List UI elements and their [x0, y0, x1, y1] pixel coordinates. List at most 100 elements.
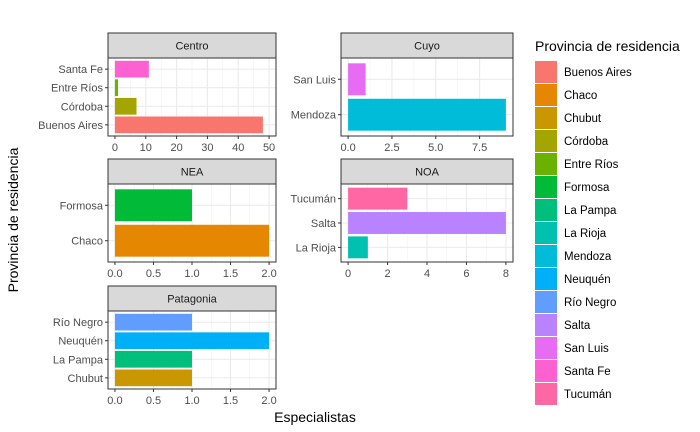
x-tick-label: 20 — [170, 142, 182, 154]
bar-tucuman — [348, 187, 408, 210]
legend-label: San Luis — [564, 343, 609, 355]
legend: Provincia de residencia Buenos Aires Chac… — [535, 38, 680, 405]
bar-santa-fe — [114, 60, 149, 78]
bar-buenos-aires — [114, 116, 263, 134]
y-tick-label: La Pampa — [53, 354, 104, 366]
bar-la-rioja — [348, 236, 368, 259]
legend-item-santa-fe: Santa Fe — [535, 360, 611, 382]
facet-strip — [107, 285, 277, 312]
facet-strip-label: Cuyo — [414, 41, 440, 53]
y-axis-title: Provincia de residencia — [5, 147, 21, 292]
legend-key — [535, 153, 557, 175]
legend-label: Entre Ríos — [564, 159, 619, 171]
legend-item-san-luis: San Luis — [535, 337, 609, 359]
y-tick-label: Formosa — [60, 200, 104, 212]
x-tick-label: 6 — [463, 268, 469, 280]
x-tick-label: 30 — [201, 142, 213, 154]
legend-label: Chubut — [564, 113, 602, 125]
x-tick-label: 7.5 — [472, 142, 487, 154]
legend-key — [535, 61, 557, 83]
y-tick-label: Chubut — [68, 373, 103, 385]
facet-nea: NEA Chaco Formosa 0.0 0.5 1.0 1.5 2.0 — [60, 158, 277, 280]
legend-label: Chaco — [564, 90, 597, 102]
legend-key — [535, 291, 557, 313]
legend-key — [535, 199, 557, 221]
legend-key — [535, 176, 557, 198]
legend-item-tucuman: Tucumán — [535, 383, 612, 405]
bar-san-luis — [348, 63, 366, 96]
y-tick-label: Córdoba — [61, 101, 104, 113]
x-tick-label: 4 — [424, 268, 430, 280]
legend-key — [535, 383, 557, 405]
bar-entre-rios — [114, 79, 119, 97]
legend-key — [535, 245, 557, 267]
x-tick-label: 8 — [503, 268, 509, 280]
legend-item-entre-rios: Entre Ríos — [535, 153, 619, 175]
bar-formosa — [114, 189, 192, 222]
facet-strip-label: Centro — [175, 41, 208, 53]
legend-item-chubut: Chubut — [535, 107, 602, 129]
legend-item-la-pampa: La Pampa — [535, 199, 617, 221]
bar-mendoza — [348, 98, 506, 131]
facet-strip — [107, 32, 277, 59]
y-tick-label: Chaco — [71, 236, 103, 248]
legend-title: Provincia de residencia — [535, 38, 680, 54]
legend-label: La Rioja — [564, 228, 607, 240]
bar-chaco — [114, 224, 270, 257]
y-tick-label: La Rioja — [296, 242, 337, 254]
x-tick-label: 0.5 — [146, 268, 161, 280]
x-tick-label: 1.5 — [223, 268, 238, 280]
x-tick-label: 0.0 — [107, 268, 122, 280]
x-tick-label: 40 — [232, 142, 244, 154]
y-tick-label: Mendoza — [291, 110, 337, 122]
y-tick-label: Neuquén — [58, 336, 103, 348]
y-tick-label: Buenos Aires — [38, 120, 103, 132]
legend-label: Santa Fe — [564, 366, 611, 378]
legend-item-mendoza: Mendoza — [535, 245, 612, 267]
legend-key — [535, 268, 557, 290]
x-tick-label: 0.0 — [340, 142, 355, 154]
y-tick-label: San Luis — [293, 74, 336, 86]
x-tick-label: 1.5 — [223, 395, 238, 407]
x-tick-label: 2.0 — [261, 268, 276, 280]
bar-chubut — [114, 369, 192, 387]
x-axis-title: Especialistas — [274, 409, 356, 425]
x-tick-label: 1.0 — [184, 268, 199, 280]
legend-key — [535, 84, 557, 106]
legend-item-chaco: Chaco — [535, 84, 597, 106]
facet-patagonia: Patagonia Chubut La Pampa Neuquén Río Negro 0… — [53, 285, 277, 407]
y-tick-label: Río Negro — [53, 317, 103, 329]
facet-noa: NOA La Rioja Salta Tucumán 0 2 4 6 8 — [291, 158, 514, 280]
panel-border — [340, 57, 514, 137]
bar-la-pampa — [114, 350, 192, 368]
legend-label: La Pampa — [564, 205, 617, 217]
bar-salta — [348, 212, 506, 234]
facet-strip-label: Patagonia — [167, 294, 217, 306]
x-tick-label: 0 — [345, 268, 351, 280]
legend-item-salta: Salta — [535, 314, 591, 336]
x-tick-label: 2.5 — [384, 142, 399, 154]
legend-label: Formosa — [564, 182, 610, 194]
x-tick-label: 1.0 — [184, 395, 199, 407]
facet-panels: Centro Buenos Aires Córdoba Entre Ríos Santa… — [38, 32, 514, 407]
facet-centro: Centro Buenos Aires Córdoba Entre Ríos Santa… — [38, 32, 277, 154]
legend-label: Neuquén — [564, 274, 611, 286]
panel-border — [107, 57, 277, 137]
bar-cordoba — [114, 97, 137, 115]
x-tick-label: 0.0 — [107, 395, 122, 407]
legend-key — [535, 222, 557, 244]
facet-strip — [340, 158, 514, 185]
legend-item-rio-negro: Río Negro — [535, 291, 616, 313]
legend-key — [535, 107, 557, 129]
legend-label: Buenos Aires — [564, 67, 632, 79]
y-tick-label: Tucumán — [291, 194, 336, 206]
x-tick-label: 0.5 — [146, 395, 161, 407]
legend-item-formosa: Formosa — [535, 176, 610, 198]
legend-item-cordoba: Córdoba — [535, 130, 609, 152]
legend-item-buenos-aires: Buenos Aires — [535, 61, 632, 83]
legend-label: Tucumán — [564, 389, 612, 401]
legend-key — [535, 337, 557, 359]
facet-cuyo: Cuyo Mendoza San Luis 0.0 2.5 5.0 7.5 — [291, 32, 514, 154]
legend-item-neuquen: Neuquén — [535, 268, 611, 290]
